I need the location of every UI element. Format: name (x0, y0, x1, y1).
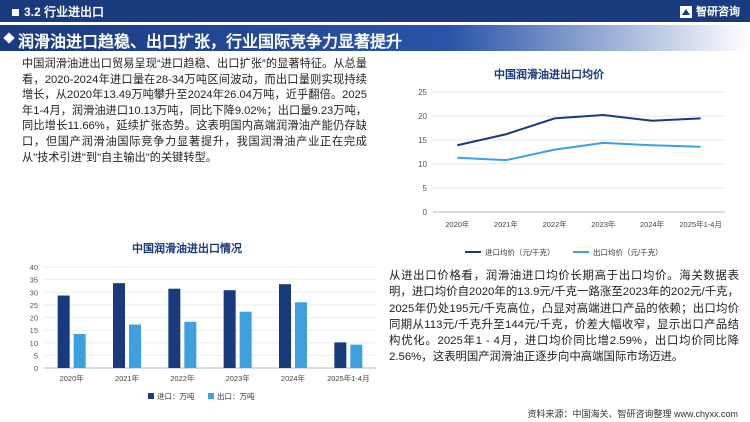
y-tick-label: 40 (30, 263, 38, 272)
bar-export (295, 302, 307, 368)
y-tick-label: 5 (34, 351, 38, 360)
bar-import (223, 290, 236, 368)
section-label: 3.2 行业进出口 (24, 5, 105, 19)
y-tick-label: 0 (34, 364, 38, 373)
y-tick-label: 5 (423, 184, 428, 193)
volume-bar-chart: 0 5 10 15 20 25 30 35 40 2020年 2021年 2022年 2023年 2024… (30, 263, 376, 401)
y-tick-label: 25 (418, 88, 427, 97)
legend-label: 出口：万吨 (217, 391, 255, 401)
y-tick-label: 20 (418, 112, 427, 121)
x-tick-label: 2024年 (281, 373, 306, 383)
brand-logo: 智研咨询 (679, 3, 740, 19)
bar-import (279, 284, 291, 368)
bar-export (350, 344, 363, 368)
x-tick-label: 2025年1-4月 (679, 219, 722, 229)
y-tick-label: 10 (30, 339, 38, 348)
line-chart-title: 中国润滑油进出口均价 (494, 69, 604, 81)
x-tick-label: 2020年 (60, 373, 85, 383)
headline-title: 润滑油进口趋稳、出口扩张，行业国际竞争力显著提升 (18, 34, 403, 51)
section-title: 3.2 行业进出口 (12, 3, 104, 20)
legend-label: 出口均价（元/千克） (593, 247, 663, 257)
series-line-import (457, 114, 701, 147)
y-tick-label: 10 (418, 160, 427, 169)
bar-import (168, 288, 181, 368)
y-tick-label: 15 (418, 136, 427, 145)
y-tick-label: 15 (30, 326, 38, 335)
x-tick-label: 2021年 (115, 373, 140, 383)
price-paragraph: 从进出口价格看，润滑油进口均价长期高于出口均价。海关数据表明，进口均价自2020… (389, 270, 739, 364)
source-note: 资料来源：中国海关、智研咨询整理 www.chyxx.com (527, 409, 738, 419)
headline-banner: 润滑油进口趋稳、出口扩张，行业国际竞争力显著提升 (0, 25, 750, 51)
x-tick-label: 2023年 (591, 219, 616, 229)
legend-swatch (148, 393, 154, 399)
square-bullet-icon (12, 9, 19, 17)
y-tick-label: 20 (30, 314, 38, 323)
x-tick-label: 2020年 (445, 219, 470, 229)
logo-text: 智研咨询 (696, 6, 740, 18)
intro-paragraph: 中国润滑油进出口贸易呈现“进口趋稳、出口扩张”的显著特征。从总量看，2020-2… (22, 58, 367, 164)
y-tick-label: 35 (30, 276, 38, 285)
bar-import (57, 295, 70, 368)
bar-import (334, 342, 347, 368)
legend-label: 进口：万吨 (157, 391, 195, 401)
bar-export (73, 333, 86, 368)
x-tick-label: 2023年 (226, 373, 251, 383)
y-tick-label: 25 (30, 301, 38, 310)
x-tick-label: 2024年 (640, 219, 665, 229)
brand-mark-icon (680, 6, 692, 19)
x-tick-label: 2021年 (494, 219, 519, 229)
bar-import (113, 283, 125, 368)
bar-export (239, 311, 252, 368)
footer: 资料来源：中国海关、智研咨询整理 www.chyxx.com (0, 405, 750, 422)
headline-band (0, 25, 750, 51)
y-tick-label: 30 (30, 288, 38, 297)
y-tick-label: 0 (423, 208, 428, 217)
series-line-export (457, 141, 701, 162)
legend-swatch (208, 393, 214, 399)
price-line-chart: 0 5 10 15 20 25 2020年 2021年 2022年 2023年 2024年 2025年… (418, 88, 725, 257)
x-tick-label: 2022年 (543, 219, 568, 229)
bar-chart-title: 中国润滑油进出口情况 (132, 243, 242, 255)
legend-label: 进口均价（元/千克） (485, 247, 555, 257)
top-bar: 3.2 行业进出口 智研咨询 (0, 0, 750, 22)
bar-export (129, 324, 141, 368)
x-tick-label: 2025年1-4月 (327, 373, 370, 383)
bar-export (184, 321, 197, 368)
x-tick-label: 2022年 (170, 373, 195, 383)
